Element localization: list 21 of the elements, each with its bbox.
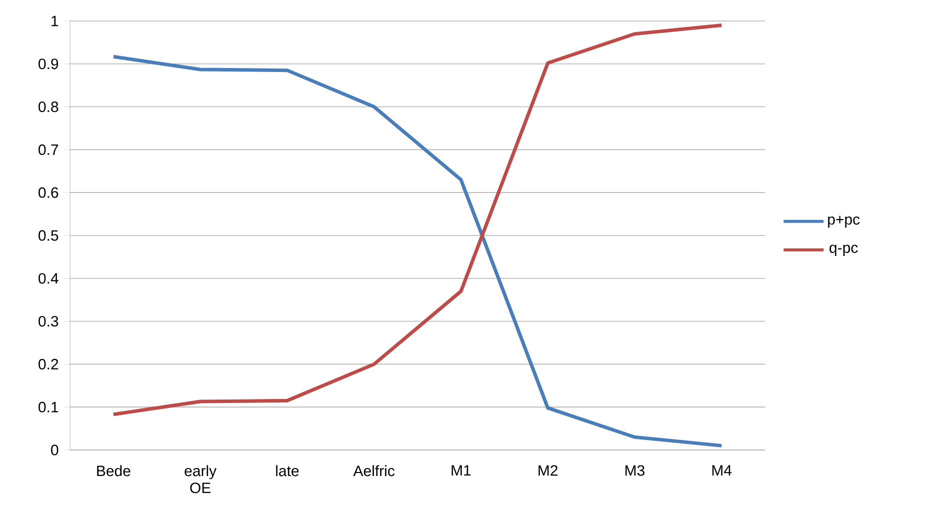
- y-tick-label: 1: [52, 16, 58, 26]
- y-tick-label: 0.1: [38, 402, 58, 412]
- x-tick-label: late: [276, 465, 299, 476]
- x-tick-label: Bede: [97, 465, 130, 476]
- legend-label: p+pc: [828, 216, 860, 228]
- y-tick-label: 0.8: [38, 101, 58, 112]
- x-tick-label: early OE: [184, 465, 217, 494]
- x-tick-label: M4: [712, 465, 732, 476]
- y-tick-label: 0.3: [38, 316, 58, 327]
- y-tick-label: 0.6: [38, 187, 58, 198]
- legend-label: q-pc: [830, 244, 858, 256]
- x-tick-label: M2: [538, 465, 558, 476]
- y-tick-label: 0.5: [38, 230, 58, 241]
- x-tick-label: M1: [452, 465, 471, 476]
- x-tick-label: M3: [626, 465, 644, 476]
- y-tick-label: 0: [51, 444, 58, 456]
- y-tick-label: 0.7: [38, 144, 58, 155]
- y-tick-label: 0.4: [38, 273, 58, 284]
- x-tick-label: Aelfric: [353, 465, 395, 476]
- y-tick-label: 0.2: [38, 358, 58, 370]
- y-tick-label: 0.9: [38, 58, 58, 70]
